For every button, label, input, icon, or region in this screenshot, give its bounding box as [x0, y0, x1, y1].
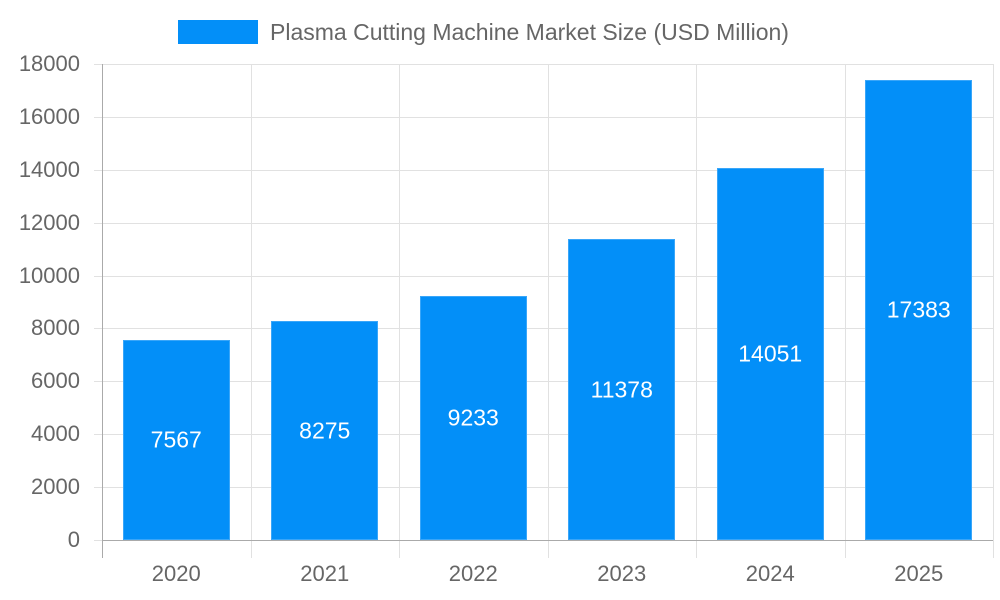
- gridline-horizontal: [94, 64, 993, 65]
- legend[interactable]: Plasma Cutting Machine Market Size (USD …: [178, 18, 789, 46]
- bar-2020[interactable]: [122, 339, 230, 540]
- x-axis-tick-label: 2025: [894, 561, 944, 586]
- x-axis-tick-label: 2022: [448, 561, 498, 586]
- y-axis-tick-label: 16000: [18, 103, 80, 129]
- y-axis-tick-label: 0: [67, 527, 80, 552]
- bar-value-label: 14051: [738, 340, 803, 367]
- bar-2023[interactable]: [568, 239, 676, 540]
- x-axis-tick-label: 2023: [597, 561, 647, 586]
- bar-2024[interactable]: [716, 168, 824, 540]
- x-axis-tick-label: 2024: [745, 561, 795, 586]
- gridline-horizontal: [94, 487, 993, 488]
- gridline-vertical: [399, 64, 400, 558]
- bar-value-label: 9233: [447, 404, 499, 431]
- bar-value-label: 7567: [150, 426, 202, 453]
- bar-value-label: 8275: [299, 417, 351, 444]
- y-axis-tick-label: 6000: [31, 368, 80, 394]
- x-axis-line: [102, 540, 993, 541]
- bar-2025[interactable]: [865, 80, 973, 540]
- gridline-horizontal: [94, 381, 993, 382]
- legend-swatch: [178, 20, 258, 44]
- y-axis-tick-label: 10000: [18, 262, 80, 288]
- y-axis-tick-label: 14000: [18, 156, 80, 182]
- gridline-vertical: [845, 64, 846, 558]
- gridline-horizontal: [94, 276, 993, 277]
- y-axis-tick-label: 8000: [31, 315, 80, 341]
- x-axis-tick-label: 2020: [151, 561, 201, 586]
- gridline-horizontal: [94, 434, 993, 435]
- gridline-vertical: [993, 64, 994, 558]
- gridline-horizontal: [94, 328, 993, 329]
- gridline-vertical: [548, 64, 549, 558]
- y-axis-tick-label: 18000: [18, 51, 80, 76]
- gridline-horizontal: [94, 117, 993, 118]
- bar-2022[interactable]: [419, 295, 527, 540]
- bar-value-label: 17383: [886, 296, 951, 323]
- bar-value-label: 11378: [590, 376, 653, 403]
- gridline-horizontal: [94, 223, 993, 224]
- gridline-horizontal: [94, 170, 993, 171]
- legend-label: Plasma Cutting Machine Market Size (USD …: [270, 18, 789, 45]
- bar-2021[interactable]: [271, 321, 379, 540]
- gridline-vertical: [696, 64, 697, 558]
- y-axis-tick-label: 2000: [31, 474, 80, 500]
- y-axis-tick-label: 12000: [18, 209, 80, 235]
- gridline-vertical: [251, 64, 252, 558]
- y-axis-line: [102, 64, 103, 558]
- y-axis-tick-label: 4000: [31, 421, 80, 447]
- x-axis-tick-label: 2021: [300, 561, 350, 586]
